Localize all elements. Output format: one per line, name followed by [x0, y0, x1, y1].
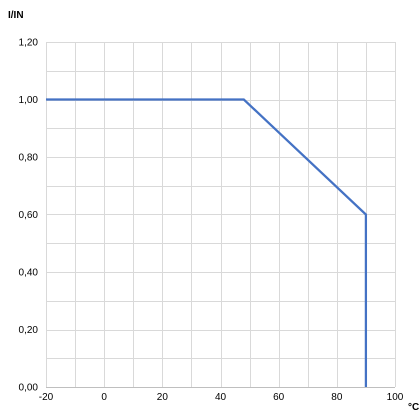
- series-layer: [46, 98, 368, 387]
- series-line: [46, 98, 368, 387]
- y-tick-label: 0,80: [19, 153, 39, 164]
- y-tick-label: 1,00: [19, 95, 39, 106]
- grid: [46, 42, 396, 388]
- x-tick-label: 60: [273, 392, 285, 403]
- x-tick-label: 0: [101, 392, 107, 403]
- x-tick-label: -20: [39, 392, 54, 403]
- x-axis-label: °C: [408, 402, 419, 413]
- tick-labels: -20 0 20 40 60 80 100 0,00 0,20 0,40 0,60 0,80 1,00 1…: [19, 38, 404, 404]
- x-tick-label: 80: [331, 392, 343, 403]
- y-tick-label: 0,20: [19, 325, 39, 336]
- y-tick-label: 0,40: [19, 268, 39, 279]
- x-tick-label: 20: [157, 392, 169, 403]
- x-tick-label: 40: [215, 392, 227, 403]
- x-tick-label: 100: [387, 392, 404, 403]
- y-tick-label: 0,00: [19, 383, 39, 394]
- y-tick-label: 0,60: [19, 210, 39, 221]
- y-axis-label: I/IN: [8, 10, 24, 21]
- y-tick-label: 1,20: [19, 38, 39, 49]
